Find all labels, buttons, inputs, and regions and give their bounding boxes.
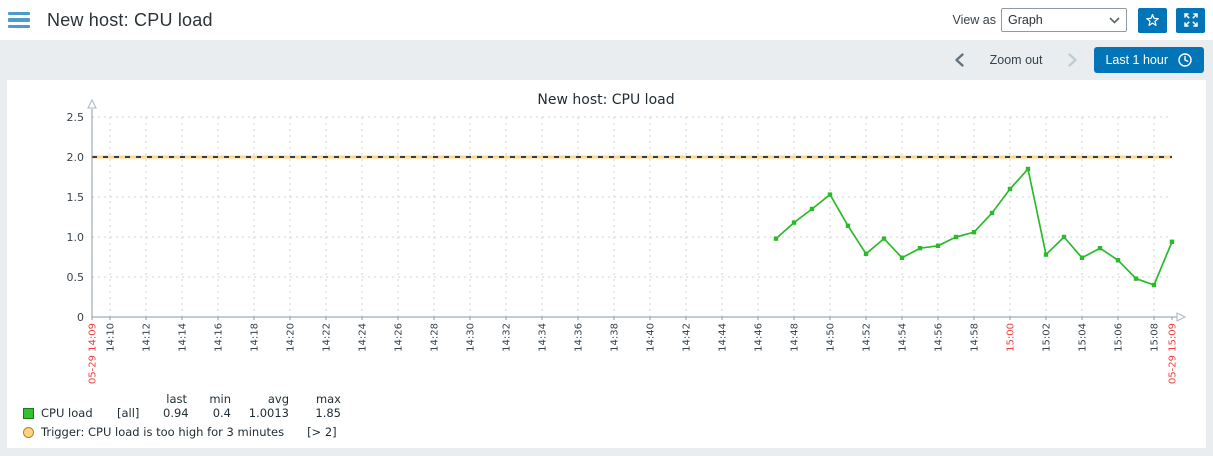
graph-panel: 05-29 14:09 14:10 14:12 14:14 14:16 14:18 14:2… bbox=[7, 80, 1206, 448]
star-icon bbox=[1146, 13, 1159, 26]
time-range-label: Last 1 hour bbox=[1105, 53, 1168, 67]
chevron-left-icon bbox=[954, 53, 964, 67]
zoom-out-button[interactable]: Zoom out bbox=[989, 53, 1043, 67]
svg-text:15:02: 15:02 bbox=[1042, 323, 1053, 352]
svg-text:14:16: 14:16 bbox=[214, 323, 225, 352]
series-min: 0.4 bbox=[212, 406, 231, 420]
legend-header-avg: avg bbox=[267, 392, 289, 406]
graph-legend: last min avg max CPU load [all] 0.94 0.4… bbox=[7, 392, 1206, 439]
svg-text:14:24: 14:24 bbox=[358, 323, 369, 352]
svg-text:0: 0 bbox=[77, 311, 84, 324]
favorites-button[interactable] bbox=[1138, 7, 1167, 33]
svg-text:14:54: 14:54 bbox=[898, 323, 909, 352]
legend-trigger-row: Trigger: CPU load is too high for 3 minu… bbox=[23, 425, 1206, 439]
svg-text:14:22: 14:22 bbox=[322, 323, 333, 352]
kiosk-mode-button[interactable] bbox=[1176, 7, 1205, 33]
svg-text:14:40: 14:40 bbox=[646, 323, 657, 352]
series-last: 0.94 bbox=[163, 406, 189, 420]
svg-text:2.5: 2.5 bbox=[67, 111, 85, 124]
svg-text:14:18: 14:18 bbox=[250, 323, 261, 352]
svg-text:05-29 15:09: 05-29 15:09 bbox=[1168, 323, 1179, 384]
svg-text:14:50: 14:50 bbox=[826, 323, 837, 352]
svg-text:14:34: 14:34 bbox=[538, 323, 549, 352]
legend-header-max: max bbox=[315, 392, 341, 406]
svg-text:1.0: 1.0 bbox=[67, 231, 85, 244]
page-title: New host: CPU load bbox=[47, 9, 213, 30]
svg-text:14:42: 14:42 bbox=[682, 323, 693, 352]
clock-icon bbox=[1178, 53, 1192, 67]
series-avg: 1.0013 bbox=[248, 406, 289, 420]
time-shift-left-button[interactable] bbox=[950, 48, 968, 72]
svg-text:2.0: 2.0 bbox=[67, 151, 85, 164]
svg-text:14:52: 14:52 bbox=[862, 323, 873, 352]
svg-text:14:14: 14:14 bbox=[178, 323, 189, 352]
svg-text:14:26: 14:26 bbox=[394, 323, 405, 352]
time-range-button[interactable]: Last 1 hour bbox=[1094, 47, 1204, 73]
legend-series-row: CPU load [all] 0.94 0.4 1.0013 1.85 bbox=[23, 406, 1206, 420]
hamburger-menu-icon[interactable] bbox=[8, 8, 34, 32]
view-as-label: View as bbox=[952, 13, 996, 27]
svg-text:14:36: 14:36 bbox=[574, 323, 585, 352]
legend-header-min: min bbox=[209, 392, 231, 406]
header-controls: View as Graph bbox=[952, 7, 1205, 33]
svg-text:14:44: 14:44 bbox=[718, 323, 729, 352]
svg-text:New host: CPU load: New host: CPU load bbox=[537, 92, 674, 108]
svg-text:0.5: 0.5 bbox=[67, 271, 85, 284]
cpu-load-graph[interactable]: 05-29 14:09 14:10 14:12 14:14 14:16 14:18 14:2… bbox=[7, 80, 1206, 392]
trigger-color-swatch bbox=[23, 426, 34, 438]
time-filter-bar: Zoom out Last 1 hour bbox=[0, 40, 1213, 80]
svg-text:15:04: 15:04 bbox=[1078, 323, 1089, 352]
page-header: New host: CPU load View as Graph bbox=[0, 0, 1213, 40]
svg-text:15:00: 15:00 bbox=[1006, 323, 1017, 352]
view-as-select[interactable]: Graph bbox=[1001, 8, 1127, 32]
series-name: CPU load bbox=[41, 406, 93, 420]
svg-text:05-29 14:09: 05-29 14:09 bbox=[88, 323, 99, 384]
svg-text:14:12: 14:12 bbox=[142, 323, 153, 352]
chevron-right-icon bbox=[1068, 53, 1078, 67]
svg-text:14:28: 14:28 bbox=[430, 323, 441, 352]
svg-text:14:48: 14:48 bbox=[790, 323, 801, 352]
time-shift-right-button[interactable] bbox=[1064, 48, 1082, 72]
svg-text:14:10: 14:10 bbox=[106, 323, 117, 352]
svg-text:14:32: 14:32 bbox=[502, 323, 513, 352]
svg-text:14:56: 14:56 bbox=[934, 323, 945, 352]
svg-text:14:30: 14:30 bbox=[466, 323, 477, 352]
svg-text:14:58: 14:58 bbox=[970, 323, 981, 352]
trigger-label: Trigger: CPU load is too high for 3 minu… bbox=[41, 425, 285, 439]
trigger-condition: [> 2] bbox=[307, 425, 337, 439]
svg-text:14:20: 14:20 bbox=[286, 323, 297, 352]
view-as-select-wrap: Graph bbox=[1001, 8, 1127, 32]
svg-text:14:38: 14:38 bbox=[610, 323, 621, 352]
svg-text:15:06: 15:06 bbox=[1114, 323, 1125, 352]
series-scope: [all] bbox=[117, 406, 140, 420]
legend-header-row: last min avg max bbox=[23, 392, 1206, 406]
legend-header-last: last bbox=[166, 392, 187, 406]
series-max: 1.85 bbox=[315, 406, 341, 420]
svg-text:14:46: 14:46 bbox=[754, 323, 765, 352]
svg-text:15:08: 15:08 bbox=[1150, 323, 1161, 352]
svg-text:1.5: 1.5 bbox=[67, 191, 85, 204]
fullscreen-icon bbox=[1183, 13, 1198, 27]
series-color-swatch bbox=[23, 407, 34, 419]
